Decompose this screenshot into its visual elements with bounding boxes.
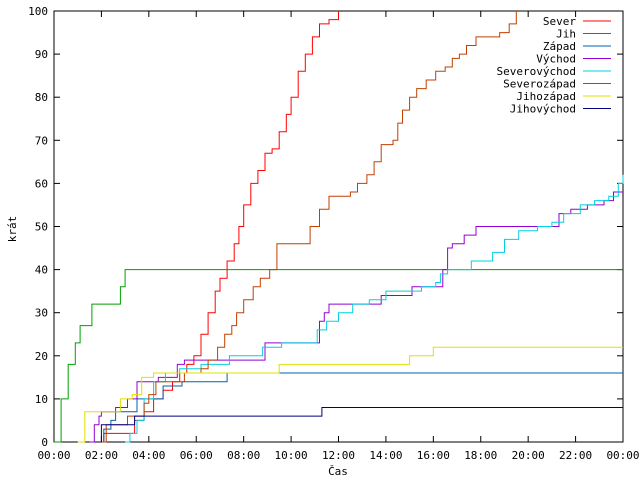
- y-tick-label: 80: [35, 91, 48, 104]
- legend-label: Jih: [556, 28, 576, 41]
- y-tick-label: 40: [35, 264, 48, 277]
- y-tick-label: 100: [28, 5, 48, 18]
- y-axis-label: krát: [6, 216, 19, 243]
- x-tick-label: 04:00: [132, 449, 165, 462]
- x-tick-label: 16:00: [417, 449, 450, 462]
- y-tick-label: 30: [35, 307, 48, 320]
- legend-label: Jihozápad: [516, 90, 576, 103]
- x-tick-label: 08:00: [227, 449, 260, 462]
- x-tick-label: 06:00: [180, 449, 213, 462]
- y-tick-label: 10: [35, 393, 48, 406]
- series-line-6: [77, 346, 623, 443]
- legend-label: Severovýchod: [497, 65, 576, 78]
- y-tick-label: 70: [35, 134, 48, 147]
- legend-label: Západ: [543, 40, 576, 53]
- legend-label: Severozápad: [503, 78, 576, 91]
- legend: SeverJihZápadVýchodSeverovýchodSeverozáp…: [497, 15, 611, 116]
- x-tick-label: 18:00: [464, 449, 497, 462]
- y-tick-label: 20: [35, 350, 48, 363]
- series-lines: [54, 11, 624, 443]
- x-tick-label: 10:00: [275, 449, 308, 462]
- y-tick-label: 90: [35, 48, 48, 61]
- series-line-3: [89, 191, 623, 443]
- x-axis-label: Čas: [328, 465, 348, 478]
- y-tick-label: 0: [41, 436, 48, 449]
- legend-label: Východ: [536, 53, 576, 66]
- legend-label: Jihovýchod: [510, 103, 576, 116]
- y-tick-label: 60: [35, 177, 48, 190]
- x-tick-label: 20:00: [512, 449, 545, 462]
- series-line-4: [125, 174, 624, 443]
- x-tick-label: 12:00: [322, 449, 355, 462]
- x-tick-label: 14:00: [369, 449, 402, 462]
- y-tick-label: 50: [35, 221, 48, 234]
- series-line-0: [99, 11, 339, 443]
- series-line-1: [54, 269, 623, 443]
- legend-label: Sever: [543, 15, 576, 28]
- series-line-7: [99, 407, 623, 443]
- x-tick-label: 02:00: [85, 449, 118, 462]
- axis-ticks: 0 10 20 30 40 50 60 70 80 90 100 00:00 02:00 04:00 06:…: [28, 5, 639, 462]
- x-tick-label: 00:00: [606, 449, 639, 462]
- x-tick-label: 22:00: [559, 449, 592, 462]
- x-tick-label: 00:00: [37, 449, 70, 462]
